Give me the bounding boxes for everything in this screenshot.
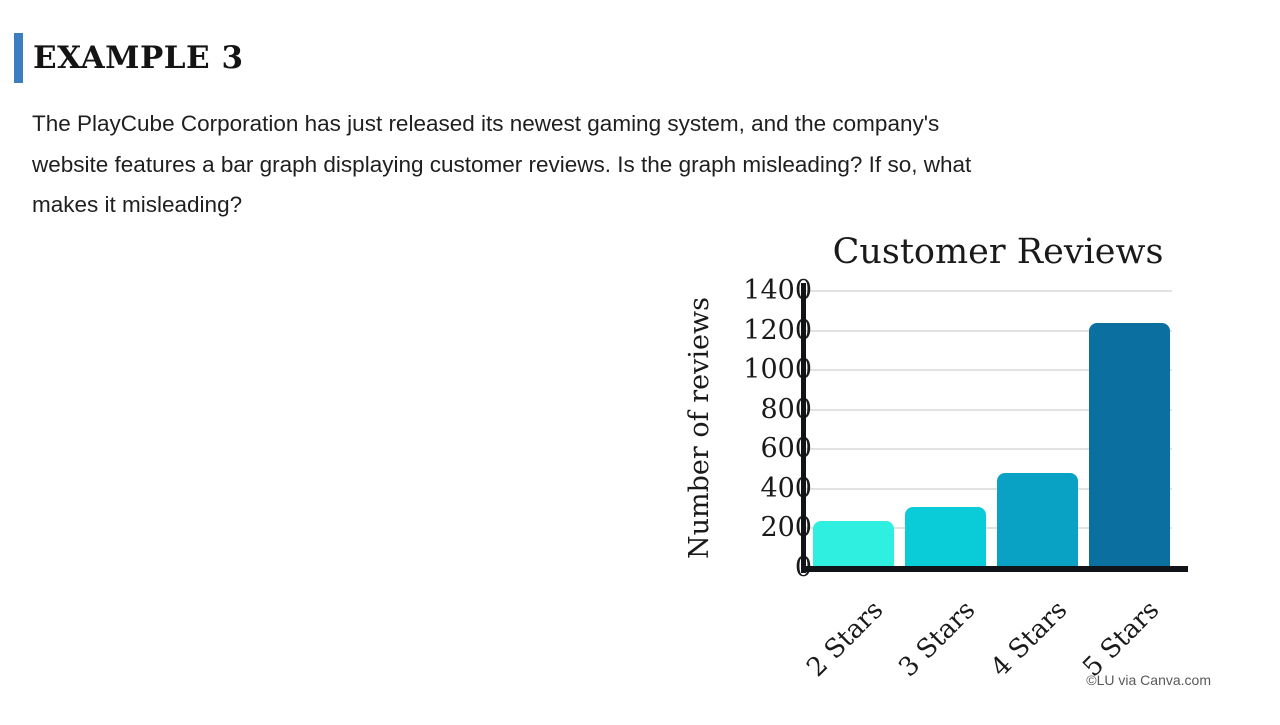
y-axis-label: Number of reviews — [684, 297, 715, 559]
problem-line: The PlayCube Corporation has just releas… — [32, 111, 940, 136]
x-tick-label-3-stars: 3 Stars — [892, 595, 981, 683]
gridline-1400 — [806, 290, 1172, 292]
bar-3-stars — [905, 506, 986, 570]
gridline-400 — [806, 487, 1172, 490]
gridline-800 — [806, 408, 1172, 411]
gridline-1000 — [806, 369, 1172, 372]
problem-line: makes it misleading? — [32, 192, 243, 217]
y-tick-label-1000: 1000 — [743, 354, 812, 386]
y-axis-line — [801, 283, 806, 573]
problem-line: website features a bar graph displaying … — [32, 151, 972, 177]
gridline-1200 — [806, 329, 1172, 332]
bar-5-stars — [1089, 322, 1170, 570]
problem-statement: The PlayCube Corporation has just releas… — [32, 104, 1232, 226]
header: EXAMPLE 3 — [14, 33, 244, 83]
chart: Customer Reviews Number of reviews ©LU v… — [676, 228, 1236, 713]
y-tick-label-1200: 1200 — [743, 314, 812, 346]
chart-title: Customer Reviews — [832, 232, 1164, 272]
bar-2-stars — [813, 520, 894, 570]
gridline-200 — [806, 527, 1172, 530]
bar-4-stars — [997, 473, 1078, 570]
gridline-600 — [806, 448, 1172, 451]
x-tick-label-4-stars: 4 Stars — [984, 595, 1073, 683]
page-title: EXAMPLE 3 — [33, 40, 244, 76]
x-tick-label-2-stars: 2 Stars — [800, 595, 889, 683]
x-axis-line — [801, 566, 1188, 572]
caption-credit: ©LU via Canva.com — [1086, 672, 1211, 688]
heading-accent-bar — [14, 33, 23, 83]
y-tick-label-1400: 1400 — [743, 275, 812, 306]
